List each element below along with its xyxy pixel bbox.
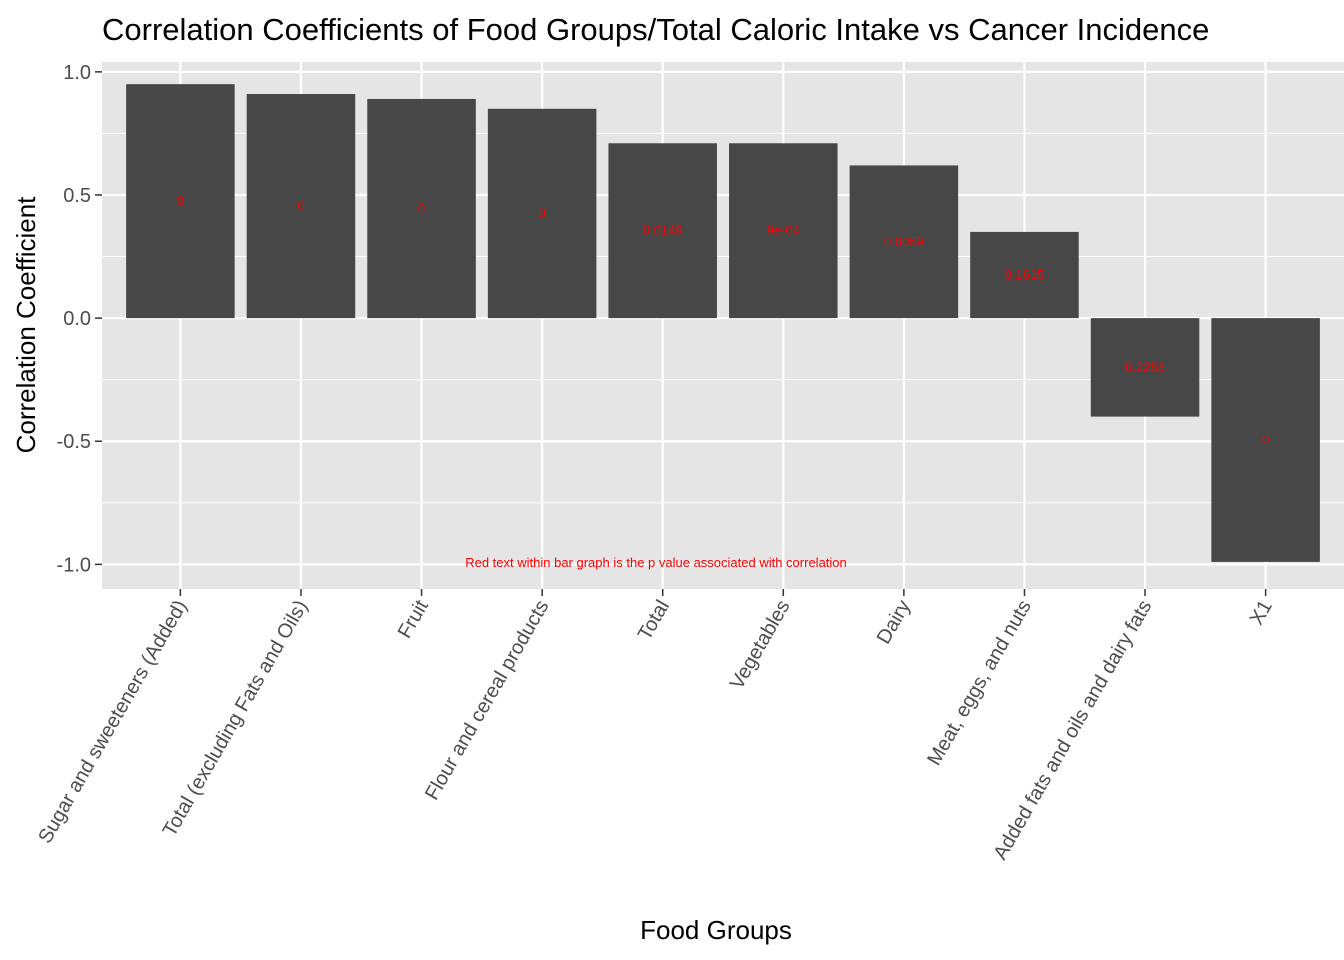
p-value-annotation: Red text within bar graph is the p value… xyxy=(465,555,847,570)
x-tick-label-5: Vegetables xyxy=(726,597,795,694)
p-value-label-7: 0.1615 xyxy=(1005,267,1045,282)
x-tick-label-4: Total xyxy=(634,597,674,645)
chart-title: Correlation Coefficients of Food Groups/… xyxy=(102,12,1209,47)
y-tick-label-4: 1.0 xyxy=(63,62,91,84)
y-axis: -1.0 -0.5 0.0 0.5 1.0 xyxy=(57,62,102,577)
p-value-label-3: 0 xyxy=(539,205,546,220)
x-axis: Sugar and sweeteners (Added)Total (exclu… xyxy=(34,589,1277,864)
p-value-label-6: 0.0059 xyxy=(884,234,924,249)
x-tick-label-9: X1 xyxy=(1246,597,1277,629)
p-value-label-8: 0.2253 xyxy=(1125,359,1165,374)
y-tick-label-2: 0.0 xyxy=(63,308,91,330)
y-axis-title: Correlation Coefficient xyxy=(11,196,41,454)
p-value-label-1: 0 xyxy=(297,198,304,213)
y-tick-label-3: 0.5 xyxy=(63,185,91,207)
x-tick-label-0: Sugar and sweeteners (Added) xyxy=(34,597,191,848)
x-axis-title: Food Groups xyxy=(640,915,792,945)
p-value-label-9: 0 xyxy=(1262,432,1269,447)
y-tick-label-0: -1.0 xyxy=(57,554,91,576)
x-tick-label-3: Flour and cereal products xyxy=(421,597,553,804)
p-value-label-5: 9e-04 xyxy=(767,223,800,238)
y-tick-label-1: -0.5 xyxy=(57,431,91,453)
x-tick-label-7: Meat, eggs, and nuts xyxy=(923,597,1035,770)
x-tick-label-2: Fruit xyxy=(394,596,433,642)
p-value-label-0: 0 xyxy=(177,193,184,208)
p-value-label-2: 0 xyxy=(418,201,425,216)
x-tick-label-6: Dairy xyxy=(873,597,915,648)
p-value-label-4: 0.0149 xyxy=(643,223,683,238)
x-tick-label-1: Total (excluding Fats and Oils) xyxy=(159,597,313,841)
